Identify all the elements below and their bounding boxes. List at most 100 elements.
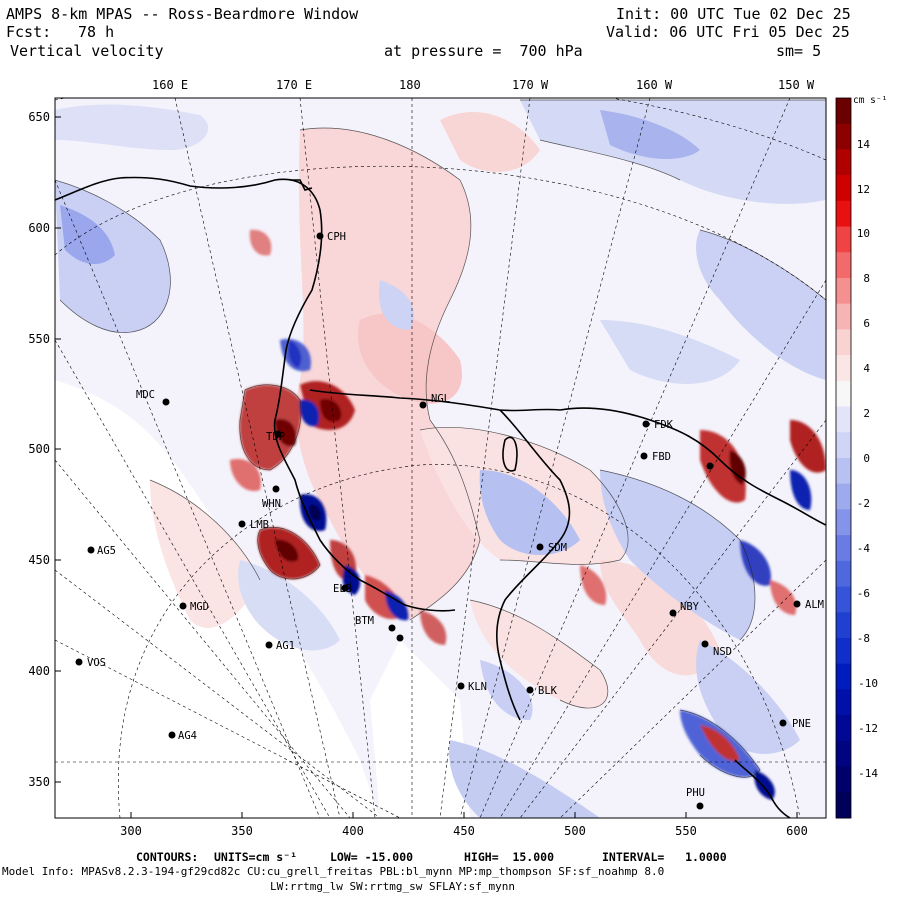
colorbar-segment — [836, 278, 851, 305]
lon-170w: 170 W — [512, 78, 549, 92]
colorbar-segment — [836, 406, 851, 433]
forecast-label: Fcst: — [6, 23, 52, 41]
x-tick-300: 300 — [120, 824, 142, 838]
colorbar-segment — [836, 792, 851, 819]
station-alm: ALM — [805, 599, 824, 611]
model-info-line2: LW:rrtmg_lw SW:rrtmg_sw SFLAY:sf_mynn — [270, 880, 516, 893]
colorbar-segment — [836, 149, 851, 176]
station-mdc: MDC — [136, 389, 155, 401]
cb-label-neg8: -8 — [857, 632, 870, 645]
y-tick-400: 400 — [28, 664, 50, 678]
colorbar-segment — [836, 560, 851, 588]
station-vos: VOS — [87, 657, 106, 669]
station-ngl: NGL — [431, 393, 450, 405]
colorbar-segment — [836, 509, 851, 536]
cb-label-0: 0 — [863, 452, 870, 465]
colorbar-segment — [836, 355, 851, 382]
y-tick-450: 450 — [28, 553, 50, 567]
cb-label-6: 6 — [863, 317, 870, 330]
field-shading: CPH MDC NGL TDP FDK FBD AG5 MGD AG1 VOS … — [55, 98, 826, 818]
cb-label-8: 8 — [863, 272, 870, 285]
colorbar-segment — [836, 663, 851, 690]
contours-high: HIGH= 15.000 — [464, 850, 555, 864]
x-axis-labels: 300 350 400 450 500 550 600 — [120, 824, 808, 838]
station-nby: NBY — [680, 601, 700, 613]
station-tdp: TDP — [266, 431, 285, 443]
cb-label-neg10: -10 — [858, 677, 878, 690]
station-mgd: MGD — [190, 601, 209, 613]
model-info: Model Info: MPASv8.2.3-194-gf29cd82c CU:… — [2, 865, 665, 878]
top-longitude-labels: 160 E 170 E 180 170 W 160 W 150 W — [152, 78, 815, 92]
station-blk: BLK — [538, 685, 558, 697]
x-tick-600: 600 — [786, 824, 808, 838]
valid-time: Valid: 06 UTC Fri 05 Dec 25 — [606, 23, 850, 41]
x-tick-350: 350 — [231, 824, 253, 838]
x-tick-500: 500 — [564, 824, 586, 838]
colorbar-segment — [836, 612, 851, 639]
colorbar-segment — [836, 638, 851, 665]
y-tick-650: 650 — [28, 110, 50, 124]
y-tick-350: 350 — [28, 775, 50, 789]
colorbar-segment — [836, 175, 851, 202]
station-kln: KLN — [468, 681, 487, 693]
y-tick-600: 600 — [28, 221, 50, 235]
cb-label-2: 2 — [863, 407, 870, 420]
field-name: Vertical velocity — [10, 42, 164, 60]
lon-180: 180 — [399, 78, 421, 92]
cb-label-14: 14 — [857, 138, 871, 151]
init-time: Init: 00 UTC Tue 02 Dec 25 — [616, 5, 851, 23]
colorbar-segment — [836, 586, 851, 613]
cb-label-10: 10 — [857, 227, 870, 240]
station-sdm: SDM — [548, 542, 567, 554]
x-tick-550: 550 — [675, 824, 697, 838]
colorbar-segment — [836, 766, 851, 793]
colorbar-segment — [836, 329, 851, 356]
colorbar-segment — [836, 200, 851, 228]
cb-label-neg6: -6 — [857, 587, 870, 600]
colorbar-segment — [836, 226, 851, 253]
colorbar-segment — [836, 458, 851, 485]
station-cph: CPH — [327, 231, 346, 243]
contours-low: LOW= -15.000 — [330, 850, 414, 864]
station-ag4: AG4 — [178, 730, 197, 742]
map-title: AMPS 8-km MPAS -- Ross-Beardmore Window — [6, 5, 359, 23]
colorbar-segment — [836, 98, 851, 125]
station-nsd: NSD — [713, 646, 732, 658]
station-fbd: FBD — [652, 451, 671, 463]
station-labels: CPH MDC NGL TDP FDK FBD AG5 MGD AG1 VOS … — [87, 231, 824, 799]
lon-170e: 170 E — [276, 78, 312, 92]
station-elb: ELB — [333, 583, 352, 595]
station-pne: PNE — [792, 718, 811, 730]
colorbar-segment — [836, 715, 851, 742]
colorbar-segment — [836, 740, 851, 768]
cb-label-neg14: -14 — [858, 767, 878, 780]
colorbar-segment — [836, 689, 851, 716]
pressure-level: at pressure = 700 hPa — [384, 42, 583, 60]
lon-160e: 160 E — [152, 78, 188, 92]
cb-label-neg4: -4 — [857, 542, 871, 555]
colorbar-labels: 14 12 10 8 6 4 2 0 -2 -4 -6 -8 -10 -12 -… — [857, 138, 879, 780]
y-tick-550: 550 — [28, 332, 50, 346]
colorbar-units: cm s⁻¹ — [853, 95, 887, 106]
smoothing: sm= 5 — [776, 42, 822, 60]
contours-label: CONTOURS: — [136, 850, 199, 864]
cb-label-neg12: -12 — [858, 722, 878, 735]
station-ag5: AG5 — [97, 545, 116, 557]
cb-label-4: 4 — [863, 362, 870, 375]
station-markers — [75, 232, 801, 810]
x-tick-400: 400 — [342, 824, 364, 838]
colorbar-segment — [836, 535, 851, 562]
colorbar-segment — [836, 380, 851, 408]
map-frame — [54, 97, 827, 819]
colorbar-segment — [836, 252, 851, 279]
colorbar-segment — [836, 432, 851, 459]
station-btm: BTM — [355, 615, 374, 627]
station-ag1: AG1 — [276, 640, 295, 652]
cb-label-12: 12 — [857, 183, 870, 196]
colorbar — [836, 98, 851, 819]
colorbar-segment — [836, 483, 851, 510]
lon-150w: 150 W — [778, 78, 815, 92]
contours-interval: INTERVAL= 1.0000 — [602, 850, 727, 864]
